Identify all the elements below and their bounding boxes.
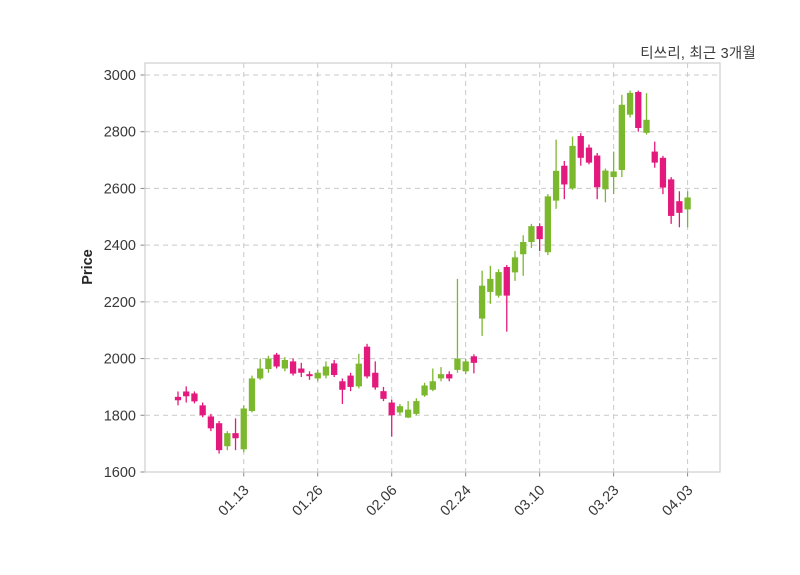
y-tick-label: 1800	[104, 408, 136, 424]
x-tick-label: 04.03	[659, 483, 696, 520]
candle-body	[306, 374, 313, 377]
candle-body	[174, 396, 182, 401]
candle-body	[495, 272, 502, 296]
candle-body	[240, 408, 247, 450]
candle-body	[199, 405, 206, 416]
candle-body	[610, 171, 617, 178]
candle-body	[561, 165, 568, 185]
candle-body	[215, 423, 223, 451]
candle-body	[363, 346, 371, 377]
candle-body	[478, 285, 486, 319]
candle-body	[544, 196, 552, 253]
candle-body	[585, 147, 593, 163]
candle-body	[651, 151, 658, 163]
candle-body	[429, 381, 436, 390]
candle-body	[314, 372, 321, 379]
candle-body	[289, 361, 297, 374]
candle-body	[569, 145, 576, 189]
candle-body	[659, 157, 667, 188]
candle-body	[372, 372, 379, 388]
x-tick-label: 01.26	[290, 483, 327, 520]
candle-body	[462, 361, 469, 372]
candle-body	[528, 226, 535, 243]
y-tick-label: 2000	[104, 352, 136, 368]
candle-body	[446, 374, 453, 379]
candle-body	[257, 368, 264, 379]
candle-body	[618, 104, 625, 170]
candle-body	[331, 363, 338, 376]
candle-body	[552, 170, 560, 201]
y-tick-label: 1600	[104, 465, 136, 481]
candle-body	[635, 92, 642, 129]
candle-body	[594, 155, 601, 188]
candle-body	[298, 368, 305, 373]
candle-body	[602, 170, 609, 190]
y-tick-label: 2800	[104, 125, 136, 141]
candle-body	[347, 375, 354, 387]
candle-body	[273, 354, 280, 367]
candle-body	[421, 385, 428, 396]
candle-body	[248, 378, 256, 412]
y-tick-label: 2600	[104, 181, 136, 197]
y-tick-label: 3000	[104, 68, 136, 84]
candle-body	[207, 416, 215, 429]
candle-body	[388, 402, 395, 416]
candle-body	[191, 393, 198, 402]
candle-body	[224, 433, 231, 447]
candle-body	[520, 242, 527, 255]
candle-body	[454, 358, 461, 370]
candle-body	[487, 278, 494, 292]
x-tick-label: 03.23	[585, 483, 622, 520]
candle-body	[536, 226, 543, 240]
candle-body	[413, 401, 420, 414]
candle-body	[676, 201, 683, 213]
candle-body	[404, 409, 412, 418]
candle-body	[643, 119, 650, 133]
chart-title: 티쓰리, 최근 3개월	[640, 46, 756, 62]
candle-body	[232, 433, 239, 439]
candle-body	[380, 391, 387, 399]
candle-body	[511, 257, 519, 273]
candle-body	[684, 197, 691, 210]
x-tick-label: 01.13	[216, 483, 253, 520]
candle-body	[265, 358, 272, 370]
candle-body	[339, 381, 346, 390]
candle-body	[577, 135, 584, 158]
x-tick-label: 03.10	[512, 483, 549, 520]
candle-body	[396, 406, 404, 413]
candle-body	[183, 391, 190, 397]
y-tick-label: 2200	[104, 295, 136, 311]
candle-body	[355, 363, 362, 387]
x-tick-label: 02.24	[438, 483, 475, 520]
y-tick-label: 2400	[104, 238, 136, 254]
candle-body	[626, 92, 634, 115]
candle-body	[281, 359, 289, 369]
candle-body	[503, 266, 510, 296]
candle-body	[668, 179, 675, 216]
candle-body	[322, 366, 330, 376]
x-tick-label: 02.06	[364, 483, 401, 520]
candle-body	[437, 374, 445, 379]
candle-body	[470, 356, 478, 363]
plot-border	[144, 62, 721, 473]
